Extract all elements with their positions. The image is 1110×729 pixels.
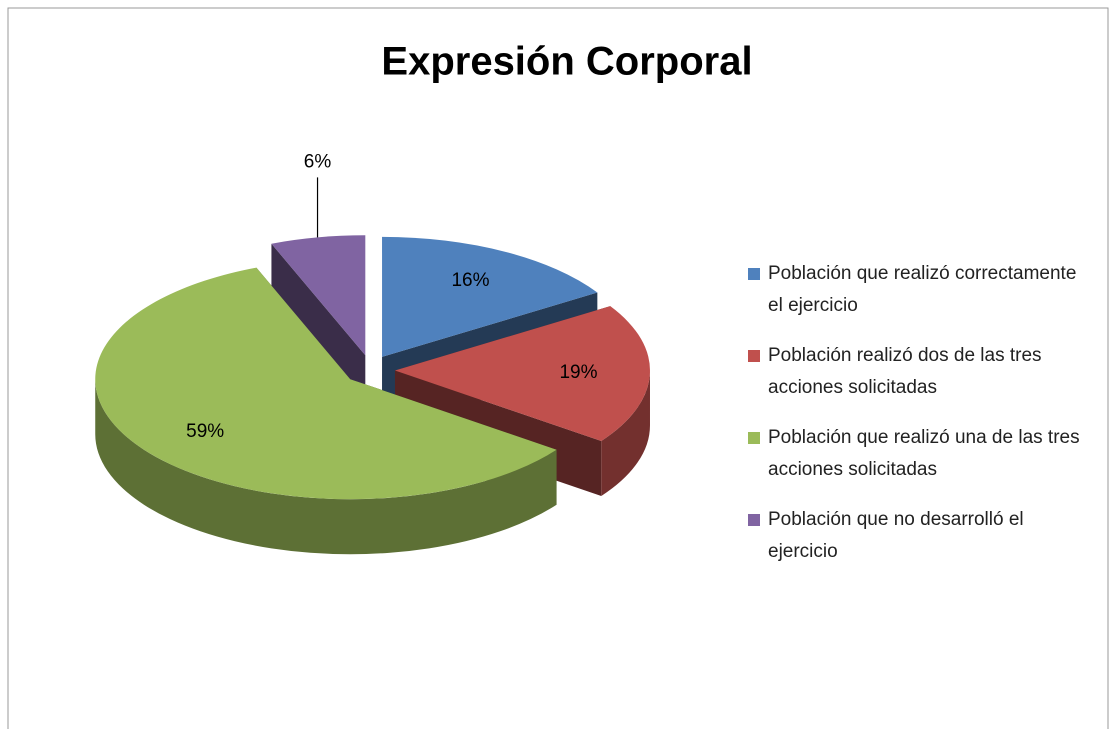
legend-swatch: [748, 350, 760, 362]
data-labels: 16% 19% 59% 6%: [186, 151, 597, 442]
legend-label: Población que realizó correctamente el e…: [768, 263, 1077, 316]
pie-tops: [95, 235, 650, 500]
chart-frame: [7, 7, 1109, 729]
legend-item: Población que realizó correctamente el e…: [748, 258, 1088, 322]
data-label: 6%: [304, 151, 332, 172]
slice-side: [601, 370, 650, 497]
legend-swatch: [748, 432, 760, 444]
legend-label: Población realizó dos de las tres accion…: [768, 345, 1042, 398]
data-label: 59%: [186, 421, 224, 442]
slice: [382, 236, 598, 357]
chart-title: Expresión Corporal: [381, 40, 752, 84]
slice-side: [95, 379, 557, 555]
legend-swatch: [748, 268, 760, 280]
slice-side: [271, 243, 366, 411]
data-label: 16%: [451, 270, 489, 291]
legend-label: Población que realizó una de las tres ac…: [768, 427, 1080, 480]
legend-item: Población que realizó una de las tres ac…: [748, 422, 1088, 486]
slice: [271, 235, 366, 356]
legend-item: Población que no desarrolló el ejercicio: [748, 504, 1088, 568]
slice: [95, 267, 557, 500]
legend-item: Población realizó dos de las tres accion…: [748, 340, 1088, 404]
slice: [394, 306, 650, 442]
legend: Población que realizó correctamente el e…: [748, 258, 1088, 586]
data-label: 19%: [559, 362, 597, 383]
legend-swatch: [748, 514, 760, 526]
legend-label: Población que no desarrolló el ejercicio: [768, 509, 1024, 562]
